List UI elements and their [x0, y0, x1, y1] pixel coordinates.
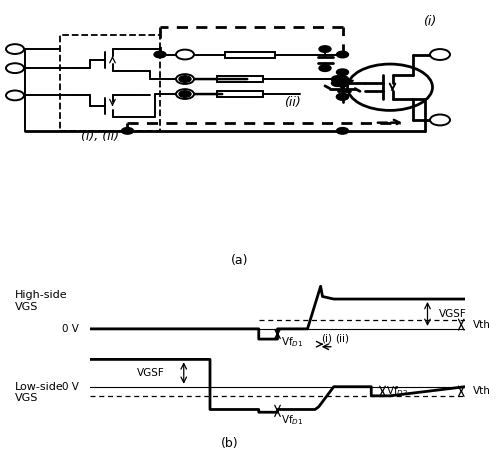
- Text: (ii): (ii): [284, 96, 301, 110]
- Circle shape: [336, 69, 348, 76]
- Bar: [225, 52, 275, 57]
- Circle shape: [336, 94, 348, 100]
- Bar: [218, 91, 262, 97]
- Circle shape: [430, 49, 450, 60]
- Text: Vf$_{D1}$: Vf$_{D1}$: [281, 414, 303, 427]
- Text: High-side
VGS: High-side VGS: [15, 290, 68, 312]
- Text: Vf$_{D2}$: Vf$_{D2}$: [386, 384, 408, 398]
- Circle shape: [336, 76, 348, 82]
- Circle shape: [154, 51, 166, 58]
- Text: Vth: Vth: [472, 386, 490, 396]
- Text: Vth: Vth: [472, 320, 490, 329]
- Text: (i), (ii): (i), (ii): [81, 130, 119, 143]
- Text: VGSF: VGSF: [439, 309, 466, 319]
- Bar: [60, 35, 160, 131]
- Circle shape: [122, 127, 134, 134]
- Text: (i): (i): [320, 334, 332, 344]
- Circle shape: [336, 127, 348, 134]
- Circle shape: [179, 91, 191, 97]
- Text: 0 V: 0 V: [62, 382, 79, 392]
- Circle shape: [319, 46, 331, 52]
- Circle shape: [176, 89, 194, 99]
- Circle shape: [336, 51, 348, 58]
- Circle shape: [430, 115, 450, 125]
- Polygon shape: [332, 80, 353, 88]
- Text: (a): (a): [231, 254, 249, 267]
- Text: (i): (i): [424, 15, 436, 28]
- Circle shape: [6, 91, 24, 100]
- Circle shape: [319, 65, 331, 71]
- Circle shape: [336, 94, 348, 100]
- Circle shape: [179, 76, 191, 82]
- Circle shape: [176, 74, 194, 84]
- Text: (b): (b): [221, 437, 239, 449]
- Text: Vf$_{D1}$: Vf$_{D1}$: [281, 335, 303, 349]
- Text: (ii): (ii): [336, 334, 349, 344]
- Circle shape: [6, 63, 24, 73]
- Circle shape: [6, 44, 24, 54]
- Bar: [218, 76, 262, 82]
- Text: Low-side
VGS: Low-side VGS: [15, 382, 64, 403]
- Text: 0 V: 0 V: [62, 324, 79, 334]
- Text: VGSF: VGSF: [137, 368, 165, 378]
- Circle shape: [332, 80, 344, 86]
- Circle shape: [176, 50, 194, 59]
- Circle shape: [332, 76, 344, 82]
